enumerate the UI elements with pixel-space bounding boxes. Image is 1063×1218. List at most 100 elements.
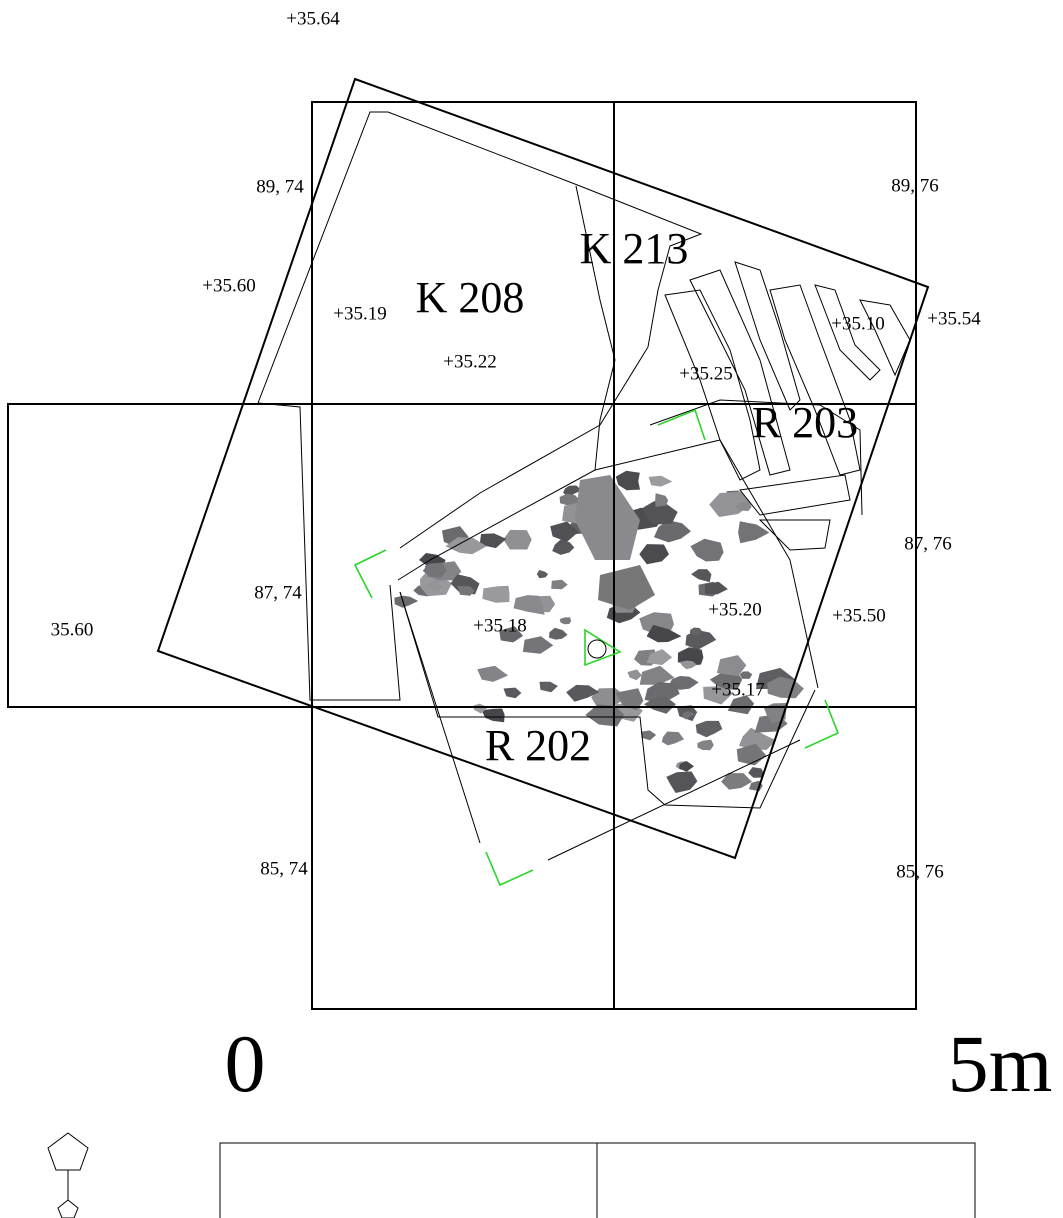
outline	[664, 261, 911, 551]
grid-coordinate: 89, 76	[891, 175, 939, 196]
stone	[422, 562, 447, 578]
stone	[666, 771, 698, 793]
stone	[690, 538, 724, 562]
datum-point	[587, 639, 607, 659]
context-label: K 213	[580, 224, 689, 273]
stone	[690, 627, 703, 636]
grid-coordinate: 85, 76	[896, 861, 944, 882]
elevation: +35.19	[333, 303, 386, 324]
stone	[503, 529, 532, 550]
elevation: +35.18	[473, 615, 526, 636]
stone	[499, 626, 524, 643]
grid-coordinate: 89, 74	[256, 176, 304, 197]
grid-coordinate: 85, 74	[260, 858, 308, 879]
north-arrow-head	[47, 1132, 89, 1171]
stone	[457, 586, 475, 596]
stone	[522, 636, 554, 654]
stone	[536, 570, 549, 579]
stone	[481, 708, 505, 723]
stone	[445, 537, 487, 555]
elevation: +35.20	[708, 599, 761, 620]
stone	[643, 501, 678, 525]
context-label: R 203	[752, 398, 858, 447]
stone	[709, 491, 751, 517]
stone	[479, 533, 507, 549]
elevation: +35.50	[832, 605, 885, 626]
stone	[727, 695, 755, 715]
stone	[721, 773, 752, 790]
corner-mark	[804, 699, 840, 749]
outline	[547, 739, 801, 861]
stone	[477, 665, 509, 682]
stone	[598, 565, 655, 610]
corner-mark	[485, 851, 534, 887]
elevation: +35.17	[711, 679, 764, 700]
stone	[704, 581, 728, 595]
stone	[641, 730, 657, 741]
survey-corners	[353, 408, 840, 887]
elevation: +35.60	[202, 275, 255, 296]
stone	[739, 671, 753, 679]
stone	[550, 521, 579, 542]
stone	[549, 627, 568, 640]
corner-mark	[353, 549, 387, 599]
elevation: 35.60	[51, 619, 94, 640]
stone	[734, 501, 752, 511]
stone	[639, 665, 675, 685]
stone	[615, 688, 644, 711]
grid-coordinate: 87, 74	[254, 582, 302, 603]
grid-coordinate: 87, 76	[904, 533, 952, 554]
stone	[679, 660, 697, 670]
grid-frame	[7, 403, 312, 708]
stone	[643, 696, 676, 714]
stone	[703, 686, 734, 705]
north-arrow-tail	[57, 1199, 79, 1218]
stone	[482, 585, 510, 603]
outline	[399, 591, 481, 844]
stone	[615, 470, 640, 491]
stone	[639, 544, 669, 565]
stone	[679, 761, 694, 772]
stone	[644, 681, 680, 704]
stone	[394, 595, 419, 608]
stone	[748, 767, 764, 778]
outline	[257, 402, 401, 701]
stone	[655, 493, 669, 507]
elevation: +35.54	[927, 308, 981, 329]
stone	[646, 649, 673, 665]
stone	[575, 475, 640, 560]
stone	[539, 681, 558, 693]
stone	[503, 687, 522, 699]
stone	[661, 731, 684, 746]
stone	[691, 569, 712, 583]
stone	[695, 720, 723, 738]
context-label: K 208	[416, 273, 525, 322]
grid	[7, 101, 917, 1010]
stone	[559, 493, 580, 506]
stone	[739, 727, 777, 750]
stone	[682, 711, 696, 720]
elevation: +35.25	[679, 363, 732, 384]
scale-start: 0	[225, 1018, 266, 1109]
stone-cluster	[394, 470, 804, 793]
stone	[551, 579, 568, 590]
stone	[654, 520, 691, 543]
elevation: +35.10	[831, 313, 884, 334]
scale-end: 5m	[948, 1018, 1053, 1109]
stone	[426, 579, 444, 592]
stone	[559, 617, 572, 625]
stone	[697, 739, 714, 751]
outline	[397, 439, 819, 689]
stone	[566, 684, 600, 702]
stone	[627, 669, 642, 681]
datum-mark	[584, 628, 622, 667]
stone	[513, 595, 545, 615]
context-label: R 202	[485, 721, 591, 770]
stone	[685, 630, 717, 650]
stone	[648, 475, 673, 487]
stone	[646, 624, 682, 643]
stone	[716, 655, 747, 677]
outline	[649, 399, 863, 516]
elevation: +35.22	[443, 351, 496, 372]
